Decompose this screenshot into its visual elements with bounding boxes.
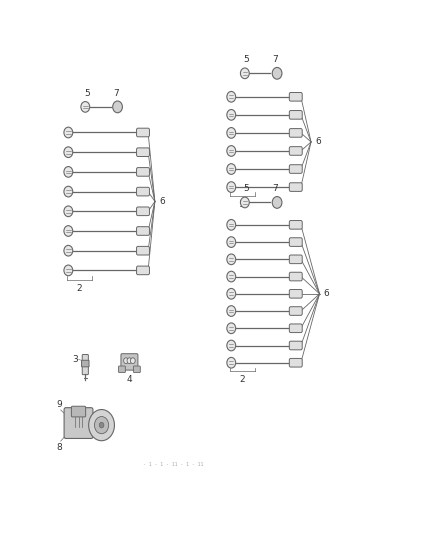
FancyBboxPatch shape (134, 366, 140, 373)
FancyBboxPatch shape (290, 358, 302, 367)
Text: 7: 7 (272, 55, 278, 64)
Circle shape (227, 358, 236, 368)
Circle shape (88, 409, 114, 441)
Circle shape (64, 225, 73, 236)
FancyBboxPatch shape (137, 246, 149, 255)
FancyBboxPatch shape (290, 93, 302, 101)
Circle shape (227, 323, 236, 334)
Text: 1: 1 (240, 200, 245, 209)
Text: 5: 5 (84, 89, 90, 98)
Circle shape (227, 271, 236, 282)
FancyBboxPatch shape (290, 272, 302, 281)
FancyBboxPatch shape (290, 183, 302, 191)
Text: 7: 7 (272, 184, 278, 193)
Text: 2: 2 (240, 375, 245, 384)
Text: 7: 7 (113, 89, 119, 98)
Circle shape (64, 265, 73, 276)
FancyBboxPatch shape (137, 207, 149, 216)
Text: 9: 9 (56, 400, 62, 409)
Circle shape (227, 220, 236, 230)
Text: 6: 6 (324, 289, 329, 298)
Text: 3: 3 (72, 355, 78, 364)
Circle shape (227, 109, 236, 120)
FancyBboxPatch shape (290, 255, 302, 264)
Circle shape (227, 164, 236, 174)
FancyBboxPatch shape (82, 354, 88, 375)
FancyBboxPatch shape (64, 408, 93, 439)
Circle shape (227, 340, 236, 351)
Circle shape (81, 102, 90, 112)
Text: 6: 6 (159, 197, 165, 206)
FancyBboxPatch shape (290, 289, 302, 298)
Circle shape (127, 358, 132, 364)
Text: 8: 8 (56, 443, 62, 452)
Circle shape (272, 197, 282, 208)
FancyBboxPatch shape (290, 238, 302, 246)
FancyBboxPatch shape (137, 128, 149, 137)
Circle shape (272, 68, 282, 79)
Circle shape (64, 206, 73, 216)
FancyBboxPatch shape (137, 167, 149, 176)
FancyBboxPatch shape (290, 324, 302, 333)
Circle shape (227, 146, 236, 156)
Circle shape (64, 127, 73, 138)
FancyBboxPatch shape (290, 128, 302, 137)
Text: 2: 2 (77, 284, 82, 293)
FancyBboxPatch shape (137, 227, 149, 235)
Circle shape (64, 245, 73, 256)
Text: 4: 4 (127, 375, 132, 384)
Circle shape (227, 92, 236, 102)
Circle shape (95, 417, 109, 434)
Circle shape (64, 186, 73, 197)
FancyBboxPatch shape (290, 221, 302, 229)
FancyBboxPatch shape (81, 360, 89, 367)
FancyBboxPatch shape (290, 341, 302, 350)
FancyBboxPatch shape (137, 187, 149, 196)
Circle shape (99, 422, 104, 428)
FancyBboxPatch shape (71, 406, 86, 417)
Text: 6: 6 (315, 138, 321, 147)
Circle shape (227, 288, 236, 299)
FancyBboxPatch shape (137, 148, 149, 157)
Circle shape (131, 358, 135, 364)
Circle shape (227, 237, 236, 247)
Circle shape (64, 147, 73, 158)
Circle shape (124, 358, 128, 364)
FancyBboxPatch shape (290, 147, 302, 155)
Circle shape (227, 254, 236, 265)
Text: 5: 5 (244, 55, 249, 64)
FancyBboxPatch shape (119, 366, 125, 373)
FancyBboxPatch shape (121, 354, 138, 370)
FancyBboxPatch shape (290, 110, 302, 119)
Text: 5: 5 (244, 184, 249, 193)
FancyBboxPatch shape (290, 306, 302, 316)
Circle shape (113, 101, 122, 113)
Circle shape (227, 306, 236, 317)
Circle shape (227, 182, 236, 192)
Circle shape (240, 197, 249, 208)
Circle shape (240, 68, 249, 79)
FancyBboxPatch shape (290, 165, 302, 173)
Circle shape (64, 166, 73, 177)
FancyBboxPatch shape (137, 266, 149, 274)
Circle shape (227, 127, 236, 138)
Text: - 1 - 1 - 11 - 1 - 11: - 1 - 1 - 11 - 1 - 11 (143, 462, 204, 467)
